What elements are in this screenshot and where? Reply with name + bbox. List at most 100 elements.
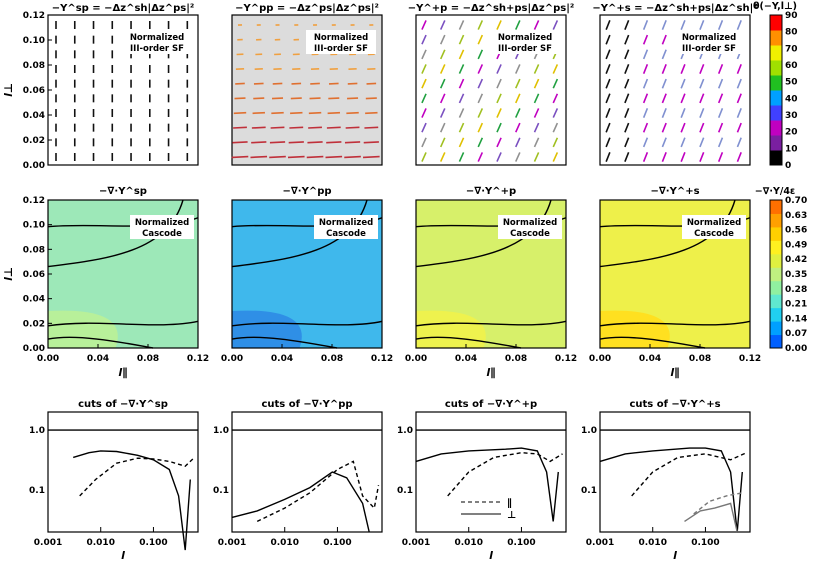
vector-arrow <box>496 93 502 104</box>
vector-arrow <box>642 34 649 45</box>
vector-arrow <box>326 126 341 129</box>
vector-arrow <box>344 155 361 159</box>
colorbar-swatch <box>770 45 782 61</box>
series-line <box>693 492 743 515</box>
vector-arrow <box>496 152 502 162</box>
y-tick-label: 0.06 <box>23 86 45 96</box>
vector-arrow <box>458 20 465 30</box>
annotation-box <box>314 215 378 239</box>
y-tick-label: 1.0 <box>397 426 413 436</box>
y-tick-label: 0.00 <box>23 161 45 171</box>
vector-arrow <box>477 152 484 162</box>
y-tick-label: 0.12 <box>23 11 45 21</box>
vector-arrow <box>533 64 540 74</box>
vector-arrow <box>458 137 465 148</box>
colorbar-tick-label: 0.35 <box>785 270 807 280</box>
colorbar-tick-label: 50 <box>785 78 798 88</box>
vector-arrow <box>307 141 323 144</box>
vector-arrow <box>477 108 484 118</box>
vector-arrow <box>362 155 380 159</box>
vector-arrow <box>421 108 427 118</box>
vector-arrow <box>552 78 559 89</box>
colorbar-swatch <box>770 60 782 76</box>
vector-arrow <box>421 64 427 74</box>
vector-arrow <box>699 122 705 133</box>
contour-line <box>47 336 154 349</box>
annotation-box <box>498 215 562 239</box>
vector-arrow <box>515 122 521 133</box>
cut-panel-r3c2 <box>231 411 383 533</box>
vector-arrow <box>515 152 521 162</box>
vector-arrow <box>308 111 322 115</box>
vector-arrow <box>642 108 649 118</box>
vector-arrow <box>605 78 611 89</box>
contour-line <box>415 320 567 327</box>
annotation-line: Cascode <box>510 229 550 239</box>
vector-arrow <box>365 97 377 100</box>
vector-arrow <box>642 122 649 133</box>
vector-arrow <box>344 141 361 144</box>
panel-title: −Y^+s = −Δz^sh+ps|Δz^sh|² <box>592 3 757 14</box>
annotation-box <box>306 30 376 54</box>
vector-arrow <box>421 122 427 133</box>
vector-arrow <box>661 49 667 60</box>
vector-arrow <box>736 122 742 133</box>
x-tick-label: 0.00 <box>37 354 59 364</box>
series-line <box>447 451 563 497</box>
colorbar-frame <box>769 14 783 166</box>
vector-arrow <box>661 93 667 104</box>
vector-arrow <box>231 155 249 159</box>
vector-arrow <box>533 108 540 118</box>
x-tick-label: 0.04 <box>271 354 293 364</box>
panel-title: −Y^sp = −Δz^sh|Δz^ps|² <box>52 3 195 14</box>
y-tick-label: 0.1 <box>29 486 45 496</box>
x-axis-label: l∥ <box>118 366 127 379</box>
colorbar-swatch <box>770 135 782 151</box>
panel-title: cuts of −∇·Y^pp <box>261 399 352 410</box>
vector-arrow <box>736 152 742 162</box>
x-tick-label: 0.00 <box>221 354 243 364</box>
vector-arrow <box>661 78 667 89</box>
vector-arrow <box>624 78 630 89</box>
vector-arrow <box>458 64 465 74</box>
contour-line <box>415 336 522 349</box>
vector-arrow <box>439 78 446 89</box>
vector-arrow <box>325 155 343 159</box>
x-tick-label: 0.100 <box>691 538 719 548</box>
vector-arrow <box>327 111 341 115</box>
vector-arrow <box>661 122 667 133</box>
annotation-line: Normalized <box>687 218 741 228</box>
vector-arrow <box>605 122 611 133</box>
vector-arrow <box>233 126 247 129</box>
vector-arrow <box>642 152 649 162</box>
annotation-line: Cascode <box>694 229 734 239</box>
vector-arrow <box>345 126 360 129</box>
vector-arrow <box>605 93 611 104</box>
vector-arrow <box>680 152 686 162</box>
vector-arrow <box>533 122 540 133</box>
vector-arrow <box>477 20 484 30</box>
vector-arrow <box>439 49 446 60</box>
series-line <box>415 447 559 522</box>
contour-line <box>599 336 706 349</box>
vector-arrow <box>477 49 484 60</box>
x-tick-label: 0.00 <box>405 354 427 364</box>
vector-arrow <box>458 78 465 89</box>
colorbar-title: −∇·Y/4ε <box>755 186 795 197</box>
series-line <box>73 450 191 551</box>
vector-arrow <box>233 111 247 115</box>
colorbar-swatch <box>770 105 782 121</box>
vector-arrow <box>515 78 521 89</box>
vector-arrow <box>496 108 502 118</box>
y-tick-label: 0.10 <box>23 36 45 46</box>
colorbar-tick-label: 80 <box>785 28 798 38</box>
annotation-line: Normalized <box>130 33 184 43</box>
vector-arrow <box>552 93 559 104</box>
panel-frame <box>231 411 383 533</box>
vector-arrow <box>439 64 446 74</box>
contour-region <box>232 310 302 348</box>
vector-arrow <box>661 20 667 30</box>
vector-arrow <box>269 155 286 159</box>
series-line <box>256 460 380 523</box>
annotation-line: Normalized <box>314 33 368 43</box>
